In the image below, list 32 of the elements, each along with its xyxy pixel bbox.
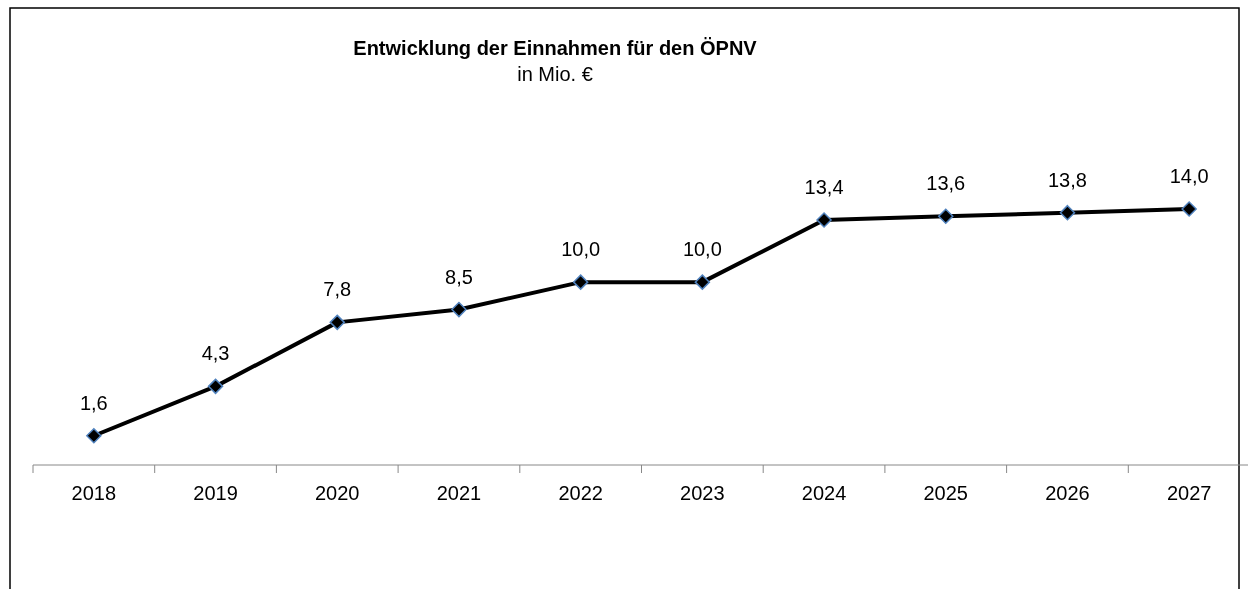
x-tick-label: 2026	[1045, 482, 1090, 504]
data-label: 10,0	[682, 238, 722, 261]
point	[329, 314, 345, 331]
x-tick-label: 2027	[1166, 482, 1212, 504]
point	[1059, 204, 1076, 221]
data-label: 10,0	[561, 238, 601, 261]
point	[938, 208, 954, 225]
x-tick-label: 2019	[193, 482, 238, 504]
data-label: 13,4	[804, 175, 844, 198]
x-tick-label: 2021	[436, 482, 482, 504]
x-tick-label: 2020	[315, 482, 360, 504]
x-tick-label: 2024	[801, 482, 847, 504]
data-label: 1,6	[79, 391, 108, 414]
data-label: 14,0	[1169, 165, 1209, 187]
point	[1181, 201, 1197, 217]
data-label: 4,3	[201, 342, 230, 365]
x-tick-label: 2022	[558, 482, 603, 504]
chart-subtitle: in Mio. €	[517, 63, 593, 85]
point	[86, 427, 102, 444]
x-tick-label: 2018	[71, 482, 117, 504]
x-tick-label: 2023	[680, 482, 725, 504]
x-tick-label: 2025	[923, 482, 968, 504]
point	[207, 378, 224, 395]
data-label: 8,5	[445, 265, 473, 288]
data-label: 7,8	[323, 278, 352, 301]
point	[451, 301, 467, 318]
data-label: 13,6	[926, 172, 966, 195]
chart-title: Entwicklung der Einnahmen für den ÖPNV	[353, 37, 758, 59]
point	[572, 274, 589, 290]
point	[694, 274, 711, 290]
point	[816, 212, 832, 228]
data-label: 13,8	[1047, 168, 1087, 191]
